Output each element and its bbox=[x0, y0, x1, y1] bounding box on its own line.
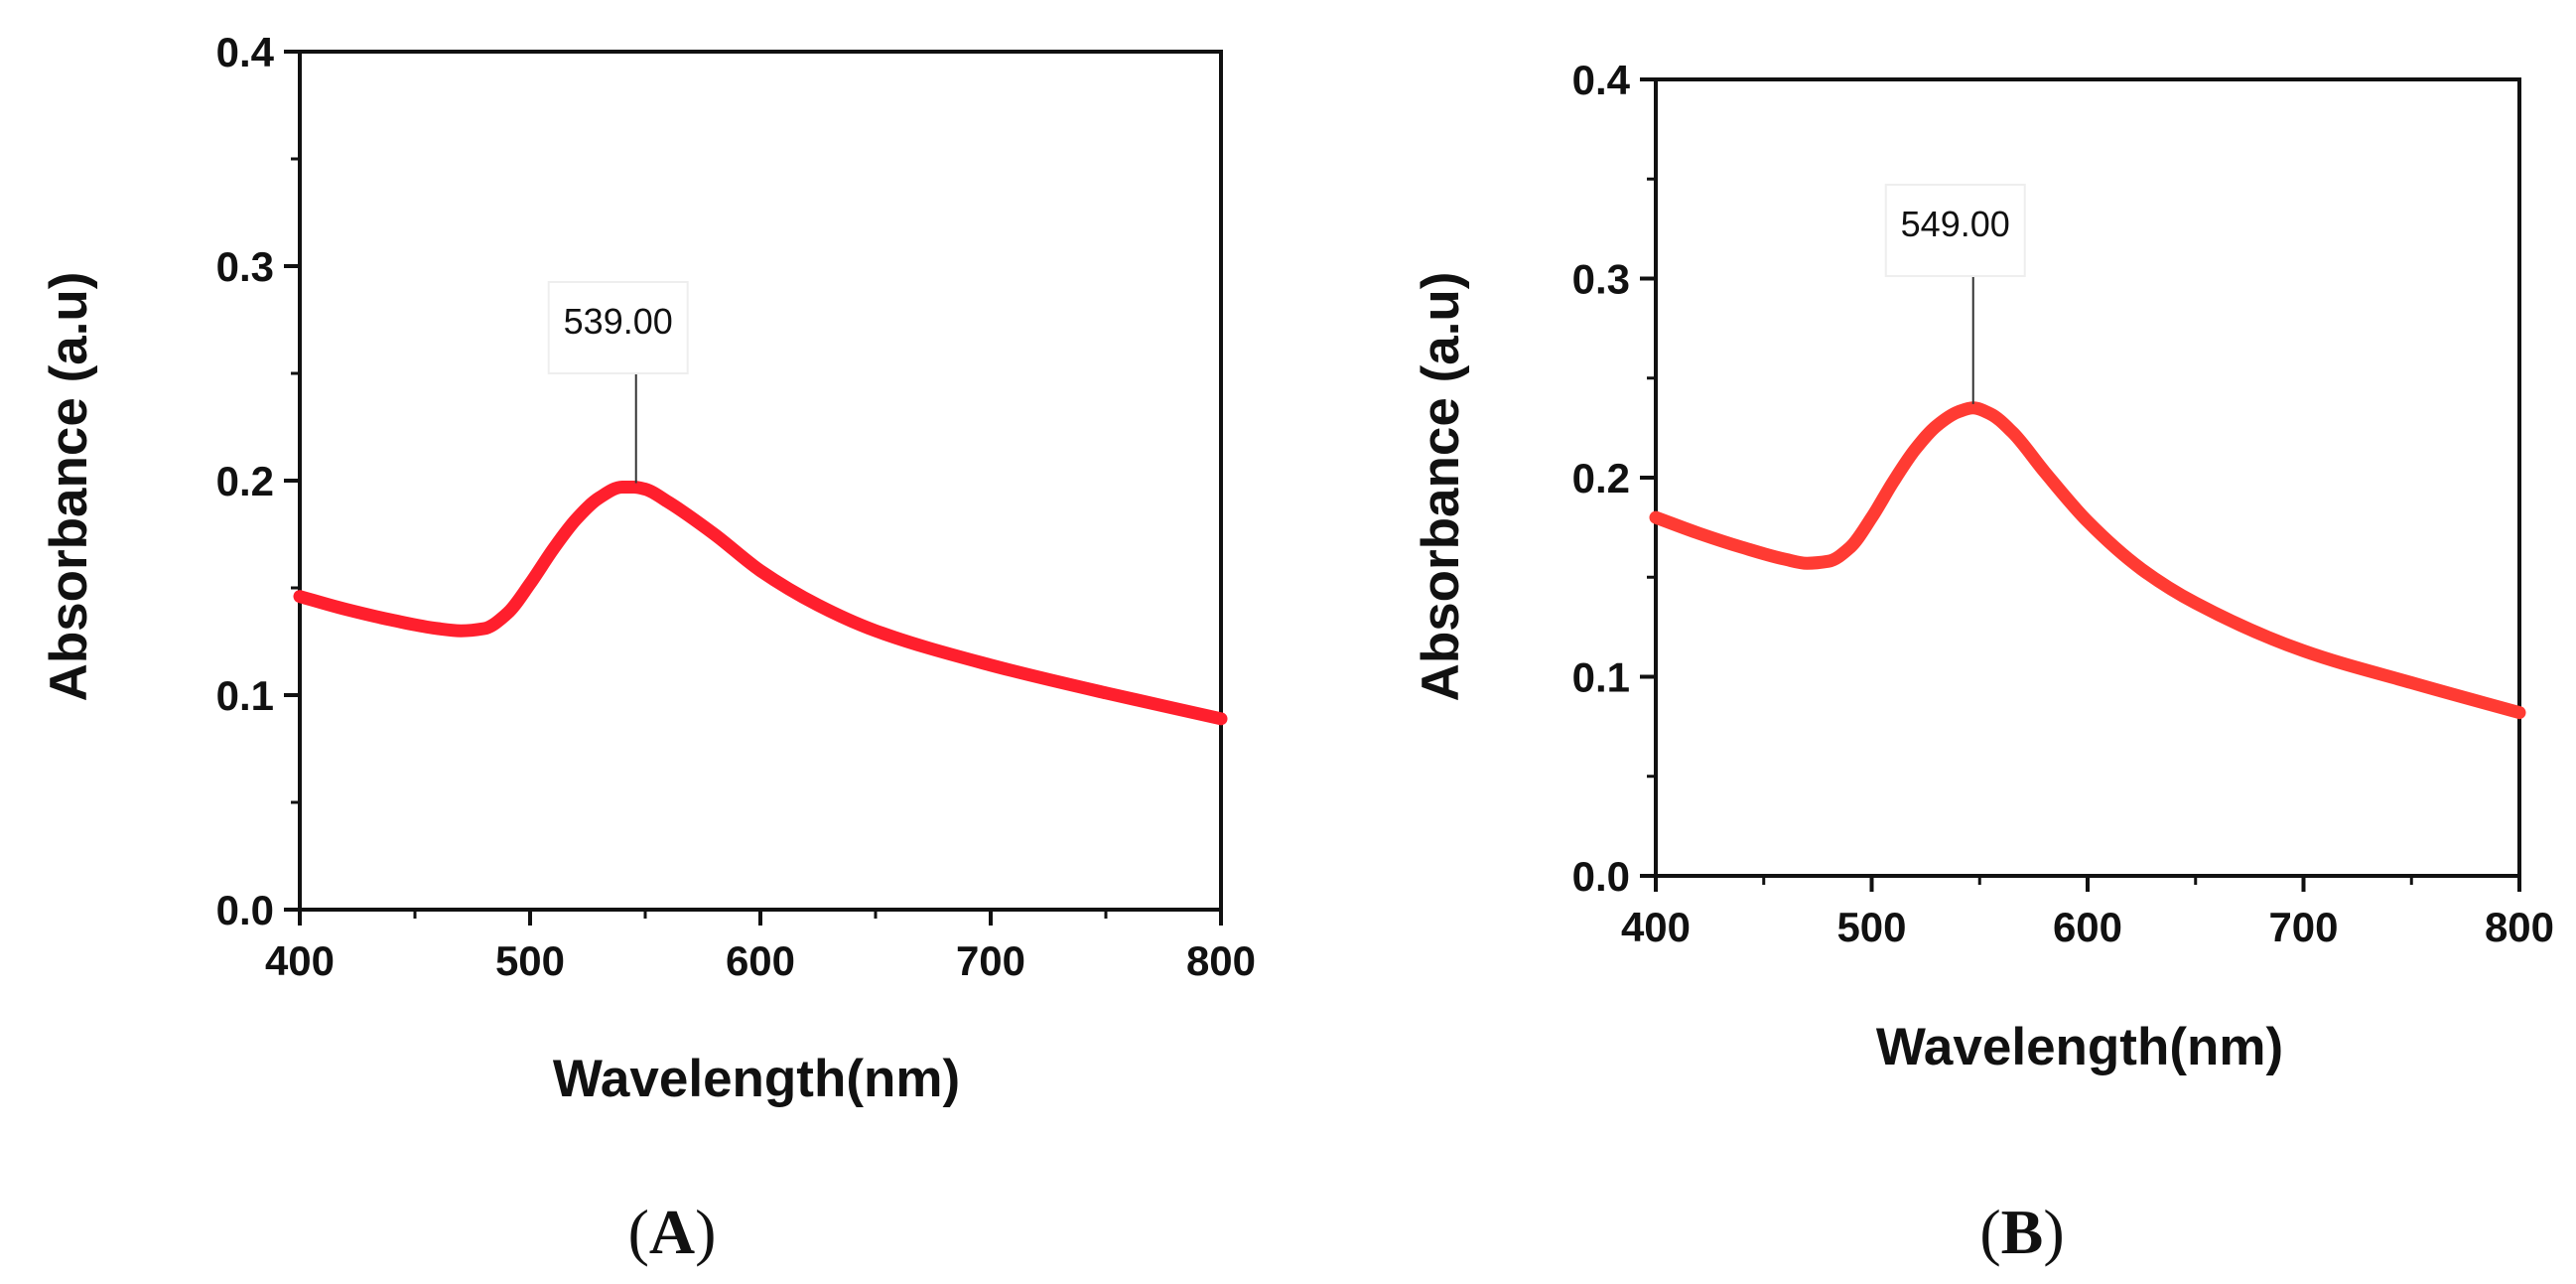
y-axis-title: Absorbance (a.u) bbox=[1412, 272, 1470, 702]
series-line bbox=[293, 481, 1228, 726]
x-tick-label: 700 bbox=[2268, 904, 2338, 950]
panel-label-letter: A bbox=[649, 1197, 695, 1267]
plot-frame bbox=[1654, 77, 2521, 878]
y-tick-label: 0.1 bbox=[1572, 654, 1630, 701]
x-tick-label: 800 bbox=[2485, 904, 2554, 950]
x-tick-label: 400 bbox=[1621, 904, 1691, 950]
peak-label: 539.00 bbox=[564, 301, 673, 342]
peak-label-box bbox=[547, 281, 689, 374]
y-tick-label: 0.0 bbox=[1572, 853, 1630, 900]
x-tick-label: 400 bbox=[265, 937, 335, 984]
y-tick-label: 0.4 bbox=[216, 29, 275, 75]
y-tick-label: 0.0 bbox=[216, 887, 274, 933]
chart-panel-b: Absorbance (a.u) Wavelength(nm) (B) 0.0 0… bbox=[1412, 57, 2554, 1267]
y-tick-label: 0.1 bbox=[216, 672, 274, 719]
x-tick-label: 500 bbox=[495, 937, 565, 984]
x-tick-label: 600 bbox=[2053, 904, 2122, 950]
x-tick-label: 600 bbox=[726, 937, 795, 984]
peak-label: 549.00 bbox=[1901, 204, 2010, 244]
x-tick-label: 700 bbox=[956, 937, 1025, 984]
panel-label: (A) bbox=[628, 1197, 717, 1267]
series-line bbox=[1649, 401, 2526, 720]
panel-label: (B) bbox=[1979, 1197, 2064, 1267]
y-tick-label: 0.2 bbox=[216, 458, 274, 504]
y-tick-label: 0.2 bbox=[1572, 455, 1630, 501]
y-tick-label: 0.3 bbox=[216, 243, 274, 290]
x-axis-title: Wavelength(nm) bbox=[553, 1050, 960, 1108]
x-axis-title: Wavelength(nm) bbox=[1876, 1018, 2283, 1076]
peak-label-box bbox=[1884, 184, 2026, 277]
plot-frame bbox=[298, 50, 1223, 912]
chart-panel-a: Absorbance (a.u) Wavelength(nm) (A) 0.0 0… bbox=[40, 29, 1256, 1267]
x-tick-label: 800 bbox=[1186, 937, 1256, 984]
y-tick-label: 0.3 bbox=[1572, 256, 1630, 303]
y-axis-title: Absorbance (a.u) bbox=[40, 272, 98, 702]
y-tick-label: 0.4 bbox=[1572, 57, 1631, 103]
panel-label-letter: B bbox=[2001, 1197, 2044, 1267]
x-tick-label: 500 bbox=[1836, 904, 1906, 950]
